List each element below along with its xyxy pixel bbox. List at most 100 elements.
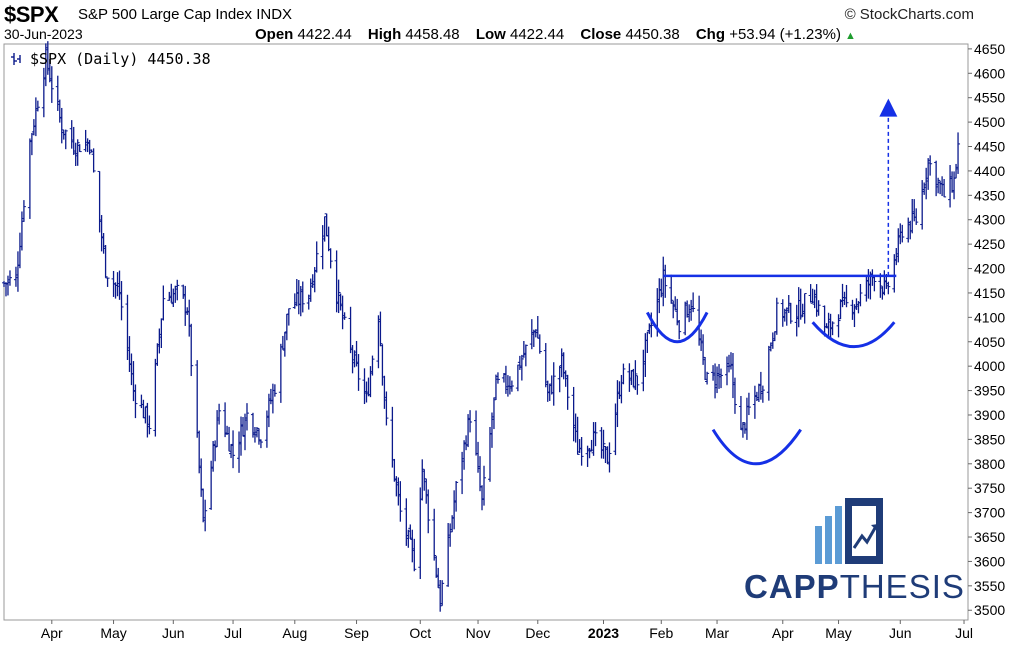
price-bar [752,385,757,419]
price-bar [203,499,208,532]
price-bar [579,436,584,466]
price-bar [816,300,821,316]
price-bar [336,279,341,314]
price-bar [175,279,180,301]
x-tick-label: Apr [772,625,794,641]
price-bar [105,277,110,287]
x-tick-label: May [825,625,851,641]
price-bar [390,406,395,468]
x-tick-label: Jun [162,625,185,641]
price-bar [147,415,152,435]
y-tick-label: 4100 [974,309,1005,325]
price-bar [633,360,638,391]
price-bar [468,410,473,433]
y-tick-label: 4500 [974,114,1005,130]
price-bar [91,148,96,173]
symbol-exchange: INDX [256,6,293,23]
price-bar [635,375,640,395]
price-bar [878,273,883,298]
low-value: 4422.44 [510,26,565,43]
price-bar [519,354,524,381]
price-bar [649,312,654,338]
y-tick-label: 3700 [974,505,1005,521]
y-tick-label: 3600 [974,553,1005,569]
close-label: Close [580,26,622,43]
price-bar [7,270,12,286]
x-tick-label: Dec [525,625,550,641]
price-bar [153,358,158,437]
price-bar [677,320,682,340]
price-bar [418,487,423,580]
y-tick-label: 4000 [974,358,1005,374]
price-bar [133,384,138,419]
price-bar [21,200,26,222]
price-bar [766,345,771,401]
head-arc [711,428,802,466]
price-bar [356,354,361,391]
x-tick-label: Aug [282,625,307,641]
ohlc-bar-icon [11,53,21,65]
price-bar [565,374,570,410]
y-tick-label: 3650 [974,529,1005,545]
y-tick-label: 4300 [974,212,1005,228]
price-bar [454,480,459,512]
y-tick-label: 3900 [974,407,1005,423]
x-tick-label: Apr [41,625,63,641]
x-tick-label: Jul [224,625,242,641]
price-bar [956,132,961,174]
price-bar [384,391,389,426]
price-bar [732,377,737,414]
price-bar [719,368,724,389]
price-bar [314,241,319,273]
high-value: 4458.48 [405,26,460,43]
price-bar [420,459,425,501]
price-bar [412,538,417,572]
price-bar [103,244,108,278]
price-bar [621,363,626,385]
low-label: Low [475,26,506,43]
change-value: +53.94 (+1.23%) [729,26,841,43]
price-bar [663,264,668,298]
price-bar [942,179,947,198]
x-tick-label: May [100,625,126,641]
y-tick-label: 3800 [974,456,1005,472]
price-bar [886,281,891,295]
price-bar [195,360,200,438]
price-bar [691,292,696,313]
logo-wordmark-bold: CAPP [744,568,840,605]
price-bar [900,224,905,243]
x-tick-label: 2023 [588,625,619,641]
price-bar [607,442,612,473]
price-bar [482,465,487,506]
price-bar [258,439,263,449]
y-tick-label: 3950 [974,383,1005,399]
price-bar [440,580,445,606]
price-bar [161,285,166,321]
price-bar [35,100,40,112]
price-bar [63,129,68,150]
y-tick-label: 3750 [974,480,1005,496]
x-tick-label: Jun [889,625,912,641]
stockcharts-brand[interactable]: © StockCharts.com [844,6,974,23]
plot-area-frame [3,43,969,621]
symbol-ticker[interactable]: $SPX [4,2,59,27]
price-bar [370,355,375,376]
price-bar [286,308,291,326]
price-bar [398,481,403,522]
logo-wordmark: CAPPTHESIS [744,568,965,606]
price-bar [543,343,548,388]
y-tick-label: 4350 [974,187,1005,203]
x-tick-label: Nov [466,625,491,641]
price-bar [49,66,54,103]
price-bar [77,144,82,153]
price-bar [872,275,877,292]
capp-thesis-logo: CAPPTHESIS [744,496,964,608]
price-bar [928,155,933,176]
y-tick-label: 4250 [974,236,1005,252]
price-bar [760,385,765,403]
price-bar [575,416,580,455]
price-bar [669,274,674,304]
capp-thesis-logo-mark [815,498,883,564]
quote-date: 30-Jun-2023 [4,26,83,42]
